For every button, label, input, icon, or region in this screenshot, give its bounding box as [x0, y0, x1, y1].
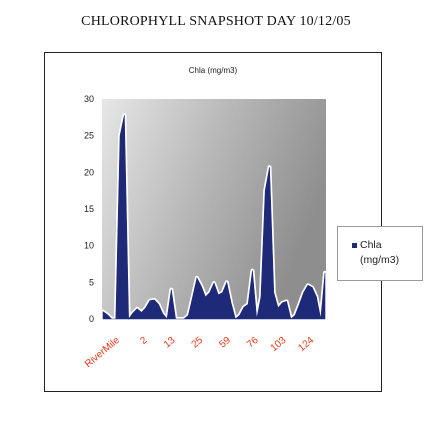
y-tick-label: 15 — [84, 204, 94, 214]
y-tick-label: 20 — [84, 167, 94, 177]
x-tick-label: 124 — [296, 335, 316, 354]
y-tick-label: 25 — [84, 131, 94, 141]
x-tick-label: 13 — [162, 335, 178, 351]
chla-area-series — [102, 115, 326, 320]
y-tick-label: 0 — [89, 314, 94, 324]
legend-swatch — [352, 243, 357, 248]
y-tick-label: 10 — [84, 241, 94, 251]
y-tick-label: 30 — [84, 94, 94, 104]
x-tick-label: 76 — [245, 335, 261, 351]
chart-frame: Chla (mg/m3) 0 5 10 15 20 25 30 RiverMile 2 13 25… — [44, 52, 423, 392]
y-tick-label: 5 — [89, 277, 94, 287]
x-tick-label: 2 — [138, 335, 150, 347]
chart-title: Chla (mg/m3) — [189, 66, 238, 75]
x-tick-label: RiverMile — [83, 335, 122, 370]
x-tick-label: 25 — [190, 335, 206, 351]
chart-plot: Chla (mg/m3) 0 5 10 15 20 25 30 RiverMile 2 13 25… — [83, 66, 327, 370]
legend-label: Chla (mg/m3) — [360, 239, 400, 266]
x-tick-label: 103 — [269, 335, 289, 354]
chart-legend: Chla (mg/m3) — [337, 226, 423, 281]
page-title: CHLOROPHYLL SNAPSHOT DAY 10/12/05 — [81, 14, 351, 29]
x-tick-label: 59 — [217, 335, 233, 351]
